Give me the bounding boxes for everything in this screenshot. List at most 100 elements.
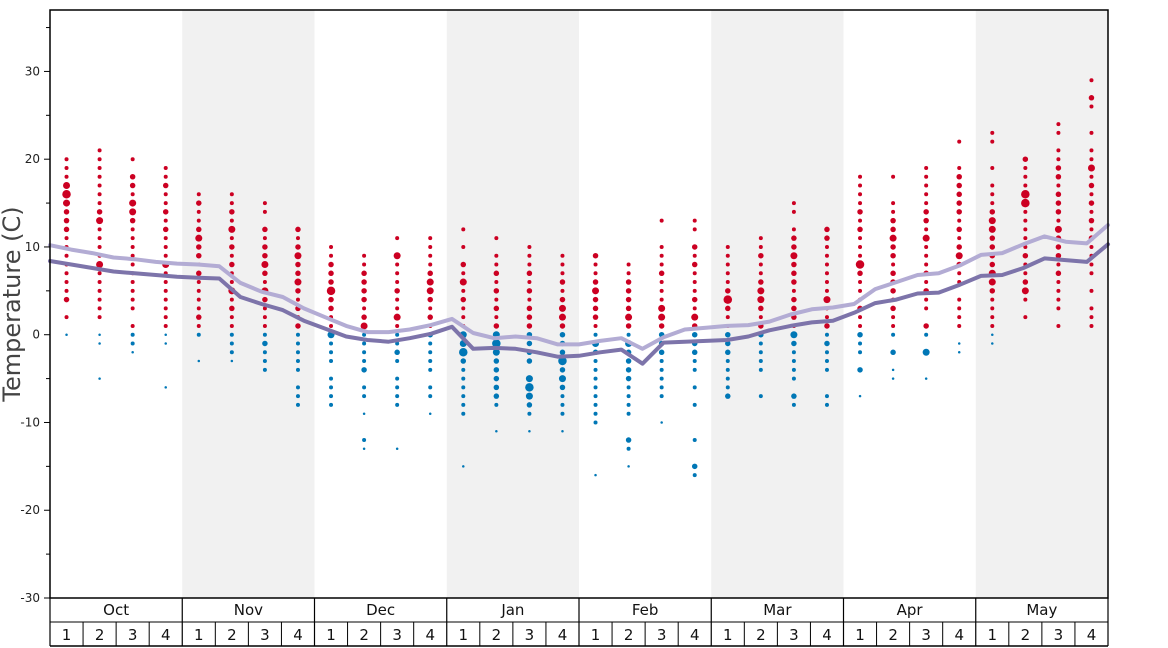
warm-point	[493, 305, 500, 312]
warm-point	[64, 253, 69, 258]
warm-point	[130, 280, 135, 285]
warm-point	[924, 262, 929, 267]
cold-point	[229, 341, 234, 346]
warm-point	[1023, 315, 1028, 320]
warm-point	[361, 288, 367, 294]
warm-point	[692, 253, 697, 258]
warm-point	[790, 252, 798, 260]
warm-point	[196, 314, 202, 320]
warm-point	[294, 252, 302, 260]
warm-point	[1023, 165, 1028, 170]
warm-point	[922, 234, 930, 242]
warm-point	[855, 260, 865, 269]
cold-point	[824, 367, 829, 372]
cold-point	[891, 368, 895, 372]
warm-point	[163, 244, 168, 249]
cold-point	[329, 359, 334, 364]
cold-point	[362, 350, 367, 355]
cold-point	[395, 359, 400, 364]
warm-point	[956, 182, 962, 189]
warm-point	[163, 288, 168, 293]
warm-point	[361, 314, 367, 320]
warm-point	[527, 262, 532, 267]
warm-point	[1056, 306, 1061, 311]
cold-point	[891, 332, 896, 337]
warm-point	[262, 270, 268, 277]
warm-point	[362, 306, 367, 311]
warm-point	[129, 173, 136, 180]
y-axis-title: Temperature (C)	[0, 206, 26, 402]
warm-point	[329, 253, 334, 258]
warm-point	[163, 297, 168, 302]
warm-point	[96, 209, 103, 215]
warm-point	[130, 227, 135, 232]
warm-point	[824, 262, 829, 267]
warm-point	[858, 244, 863, 249]
week-label: 4	[822, 626, 832, 644]
warm-point	[692, 271, 697, 276]
week-label: 2	[95, 626, 105, 644]
warm-point	[625, 288, 632, 294]
cold-point	[428, 350, 433, 355]
warm-point	[393, 313, 401, 321]
cold-point	[130, 332, 135, 337]
month-label: Oct	[103, 601, 129, 619]
warm-point	[1021, 287, 1029, 295]
cold-point	[428, 412, 432, 415]
warm-point	[64, 271, 69, 276]
warm-point	[361, 279, 367, 285]
warm-point	[163, 174, 168, 179]
warm-point	[758, 252, 764, 259]
warm-point	[924, 165, 929, 170]
warm-point	[1056, 122, 1061, 127]
cold-point	[593, 402, 598, 407]
warm-point	[195, 234, 203, 242]
warm-point	[262, 226, 268, 233]
warm-point	[1089, 244, 1094, 249]
warm-point	[328, 279, 334, 285]
y-tick-label: 30	[25, 64, 40, 78]
warm-point	[96, 217, 104, 225]
week-label: 1	[326, 626, 336, 644]
warm-point	[262, 306, 267, 311]
cold-point	[164, 333, 167, 336]
cold-point	[164, 386, 167, 389]
warm-point	[791, 209, 796, 214]
warm-point	[758, 271, 763, 276]
warm-point	[923, 323, 929, 329]
cold-point	[492, 348, 500, 356]
warm-point	[62, 190, 71, 199]
warm-point	[493, 323, 500, 329]
warm-point	[493, 270, 500, 277]
warm-point	[1089, 262, 1094, 267]
warm-point	[924, 201, 929, 206]
warm-point	[229, 201, 234, 206]
cold-point	[329, 385, 334, 390]
cold-point	[460, 358, 467, 364]
warm-point	[957, 236, 962, 241]
cold-point	[525, 383, 534, 392]
week-label: 2	[888, 626, 898, 644]
warm-point	[824, 244, 829, 249]
warm-point	[625, 323, 632, 329]
warm-point	[130, 323, 135, 328]
warm-point	[1055, 209, 1062, 215]
warm-point	[1055, 252, 1062, 259]
warm-point	[1022, 279, 1029, 285]
warm-point	[362, 253, 367, 258]
warm-point	[824, 235, 830, 241]
cold-point	[593, 359, 598, 364]
warm-point	[229, 218, 234, 223]
warm-point	[1089, 130, 1094, 135]
cold-point	[758, 359, 763, 364]
week-label: 2	[1021, 626, 1031, 644]
warm-point	[97, 192, 102, 197]
warm-point	[890, 305, 896, 312]
month-label: Apr	[897, 601, 924, 619]
warm-point	[63, 209, 70, 215]
warm-point	[990, 130, 995, 135]
warm-point	[97, 201, 102, 206]
warm-point	[725, 315, 730, 320]
warm-point	[229, 261, 235, 268]
warm-point	[988, 217, 996, 225]
